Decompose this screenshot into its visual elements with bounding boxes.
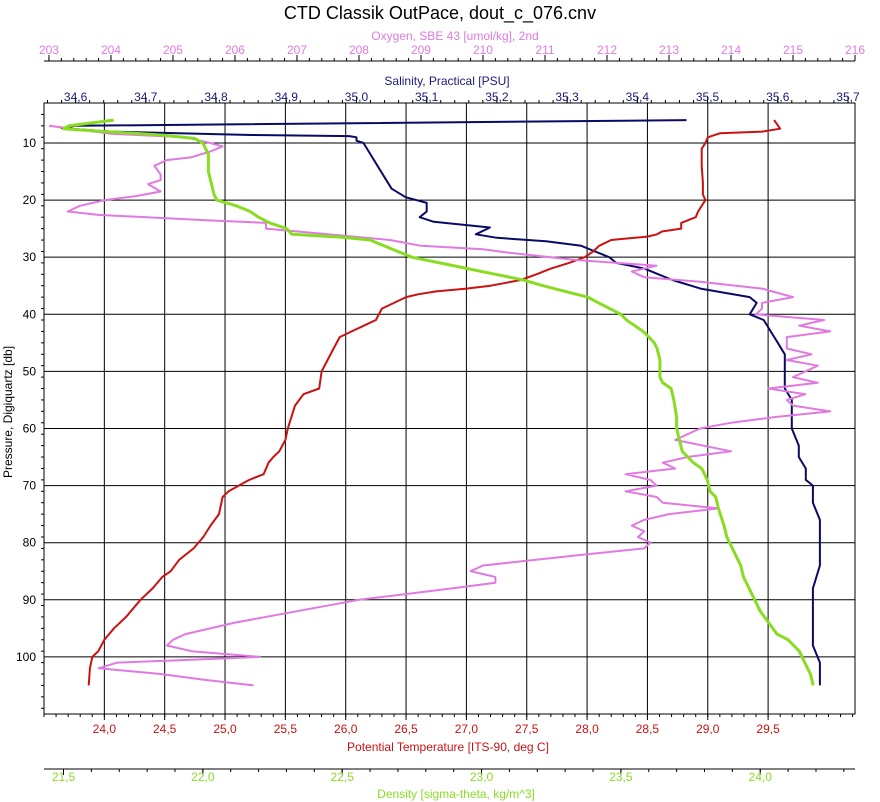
tick-label-density: 22,0 [191,770,215,784]
tick-label-temperature: 26,5 [394,722,418,736]
tick-label-oxygen: 213 [659,43,679,57]
tick-label-density: 22,5 [331,770,355,784]
axis-label-temperature: Potential Temperature [ITS-90, deg C] [347,740,549,754]
tick-label-temperature: 24,0 [93,722,117,736]
tick-label-oxygen: 214 [721,43,741,57]
tick-label-pressure: 80 [23,536,37,550]
tick-label-temperature: 27,0 [455,722,479,736]
tick-label-temperature: 26,0 [334,722,358,736]
tick-label-salinity: 35,6 [766,90,790,104]
tick-label-oxygen: 215 [783,43,803,57]
tick-label-pressure: 40 [23,307,37,321]
axis-salinity: 34,6 34,7 34,8 34,9 35,0 35,1 35,2 35,3 35,4 35,5… [47,90,860,104]
tick-label-salinity: 34,6 [64,90,88,104]
tick-label-temperature: 25,5 [274,722,298,736]
chart-title: CTD Classik OutPace, dout_c_076.cnv [284,3,596,24]
tick-label-oxygen: 207 [287,43,307,57]
series-line-density [62,118,815,686]
axis-density: 21,5 22,0 22,5 23,0 23,5 24,0 [44,768,855,784]
axis-label-salinity: Salinity, Practical [PSU] [384,74,509,88]
tick-label-pressure: 30 [23,250,37,264]
tick-label-temperature: 24,5 [153,722,177,736]
tick-label-salinity: 35,5 [696,90,720,104]
tick-label-salinity: 34,8 [204,90,228,104]
tick-label-salinity: 35,3 [555,90,579,104]
tick-label-salinity: 35,2 [485,90,509,104]
tick-label-pressure: 10 [23,136,37,150]
axis-temperature: 24,0 24,5 25,0 25,5 26,0 26,5 27,0 27,5 28,0 28,5… [43,714,854,736]
tick-label-oxygen: 210 [473,43,493,57]
grid-lines [44,103,855,714]
series-line-salinity [60,119,821,686]
tick-label-oxygen: 212 [597,43,617,57]
tick-label-salinity: 35,7 [836,90,860,104]
tick-label-oxygen: 208 [349,43,369,57]
tick-label-temperature: 29,5 [756,722,780,736]
tick-label-oxygen: 203 [39,43,59,57]
axis-oxygen: 203 204 205 206 207 208 209 210 211 212 213 214 215 2… [39,43,865,62]
tick-label-salinity: 35,4 [626,90,650,104]
axis-label-oxygen: Oxygen, SBE 43 [umol/kg], 2nd [371,29,538,43]
series-line-oxygen [48,124,832,687]
tick-label-salinity: 35,0 [345,90,369,104]
tick-label-salinity: 34,7 [134,90,158,104]
tick-label-oxygen: 216 [845,43,865,57]
tick-label-oxygen: 206 [225,43,245,57]
tick-label-temperature: 29,0 [696,722,720,736]
tick-label-oxygen: 204 [101,43,121,57]
tick-label-pressure: 70 [23,479,37,493]
tick-label-pressure: 50 [23,364,37,378]
tick-label-oxygen: 205 [163,43,183,57]
tick-label-density: 23,5 [609,770,633,784]
plot-frame [43,102,856,715]
tick-label-pressure: 20 [23,193,37,207]
tick-label-temperature: 28,0 [575,722,599,736]
axis-pressure: 10 20 30 40 50 60 70 80 90 100 [16,113,44,709]
series-line-temperature [87,119,782,686]
tick-label-temperature: 28,5 [636,722,660,736]
tick-label-temperature: 25,0 [213,722,237,736]
tick-label-density: 21,5 [52,770,76,784]
data-series [48,118,832,687]
tick-label-pressure: 100 [16,650,36,664]
axis-label-pressure: Pressure, Digiquartz [db] [1,346,15,478]
tick-label-temperature: 27,5 [515,722,539,736]
tick-label-oxygen: 209 [411,43,431,57]
axis-label-density: Density [sigma-theta, kg/m^3] [377,787,535,801]
tick-label-density: 24,0 [749,770,773,784]
tick-label-pressure: 60 [23,421,37,435]
tick-label-pressure: 90 [23,593,37,607]
tick-label-salinity: 34,9 [275,90,299,104]
tick-label-density: 23,0 [470,770,494,784]
tick-label-salinity: 35,1 [415,90,439,104]
tick-label-oxygen: 211 [535,43,554,57]
